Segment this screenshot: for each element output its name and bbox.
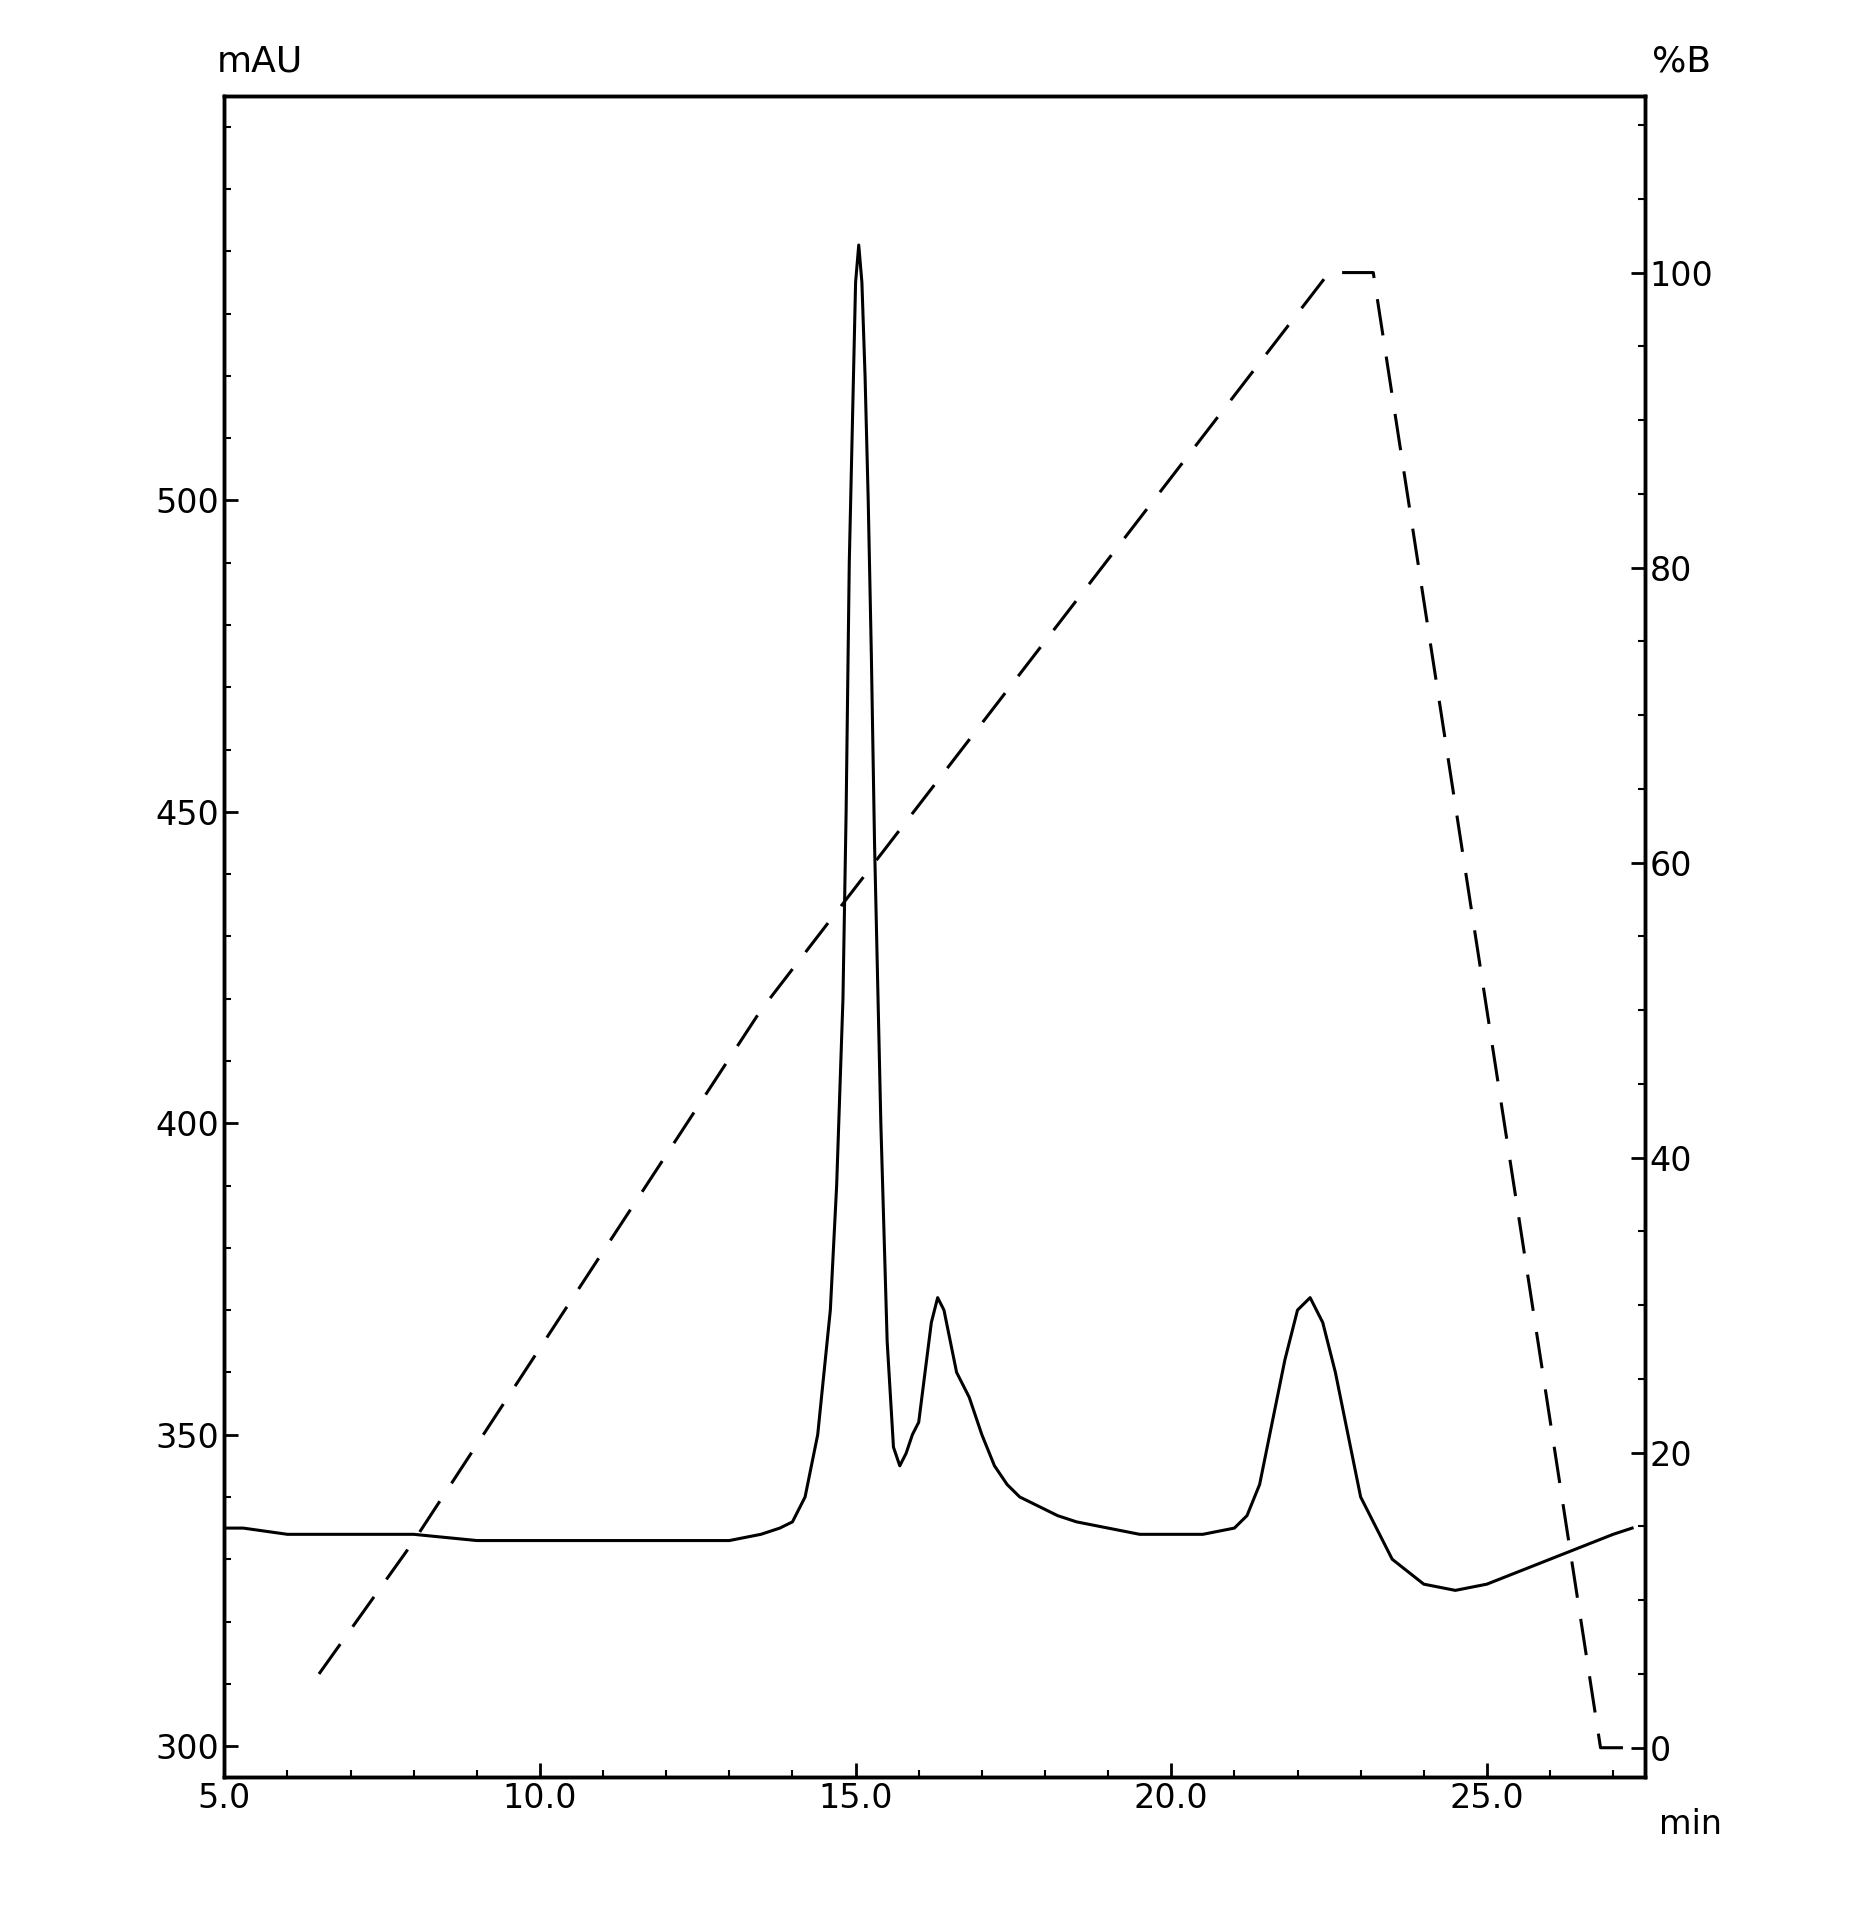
Text: %B: %B: [1652, 44, 1710, 78]
Text: mAU: mAU: [217, 44, 303, 78]
Text: min: min: [1660, 1808, 1721, 1840]
